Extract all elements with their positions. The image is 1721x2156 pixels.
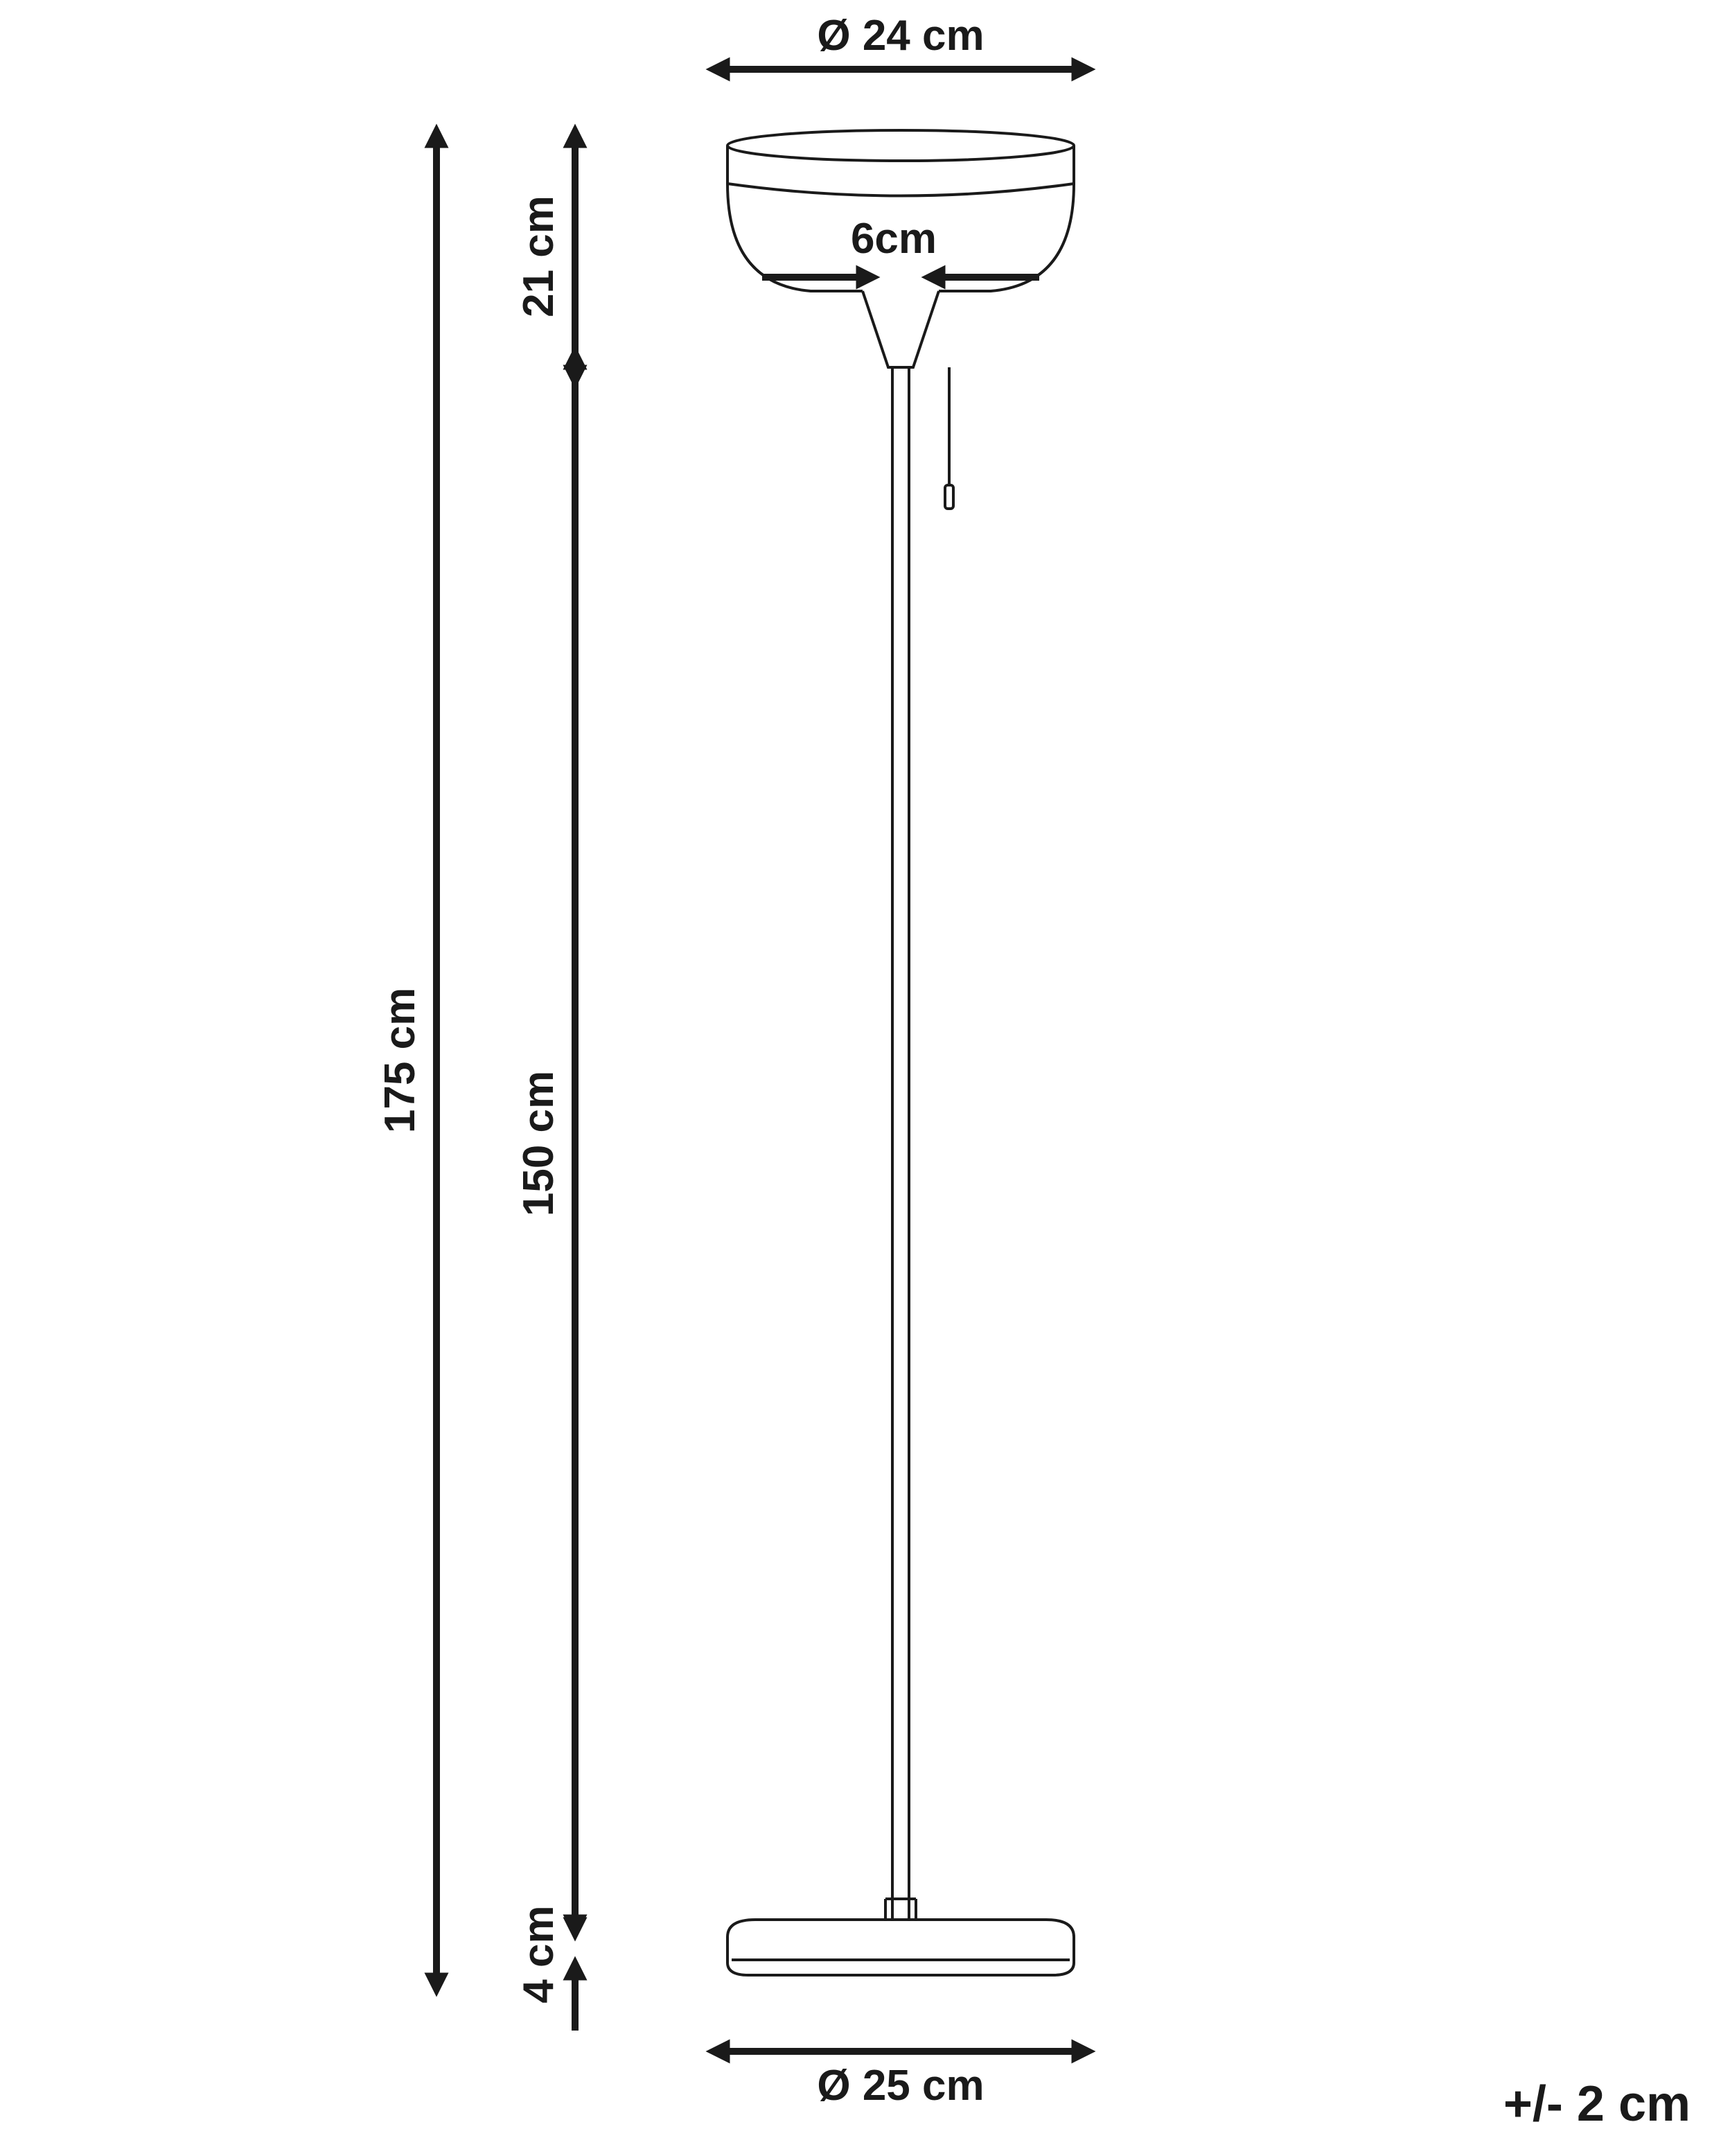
label-base-height: 4 cm	[515, 1905, 563, 2003]
label-base-diameter: Ø 25 cm	[817, 2062, 984, 2110]
label-shade-height: 21 cm	[515, 195, 563, 317]
label-pole-height: 150 cm	[515, 1071, 563, 1216]
lamp-dimension-diagram: Ø 24 cm 6cm 175 cm 21 cm 150 cm 4 cm Ø 25 cm +/…	[0, 0, 1721, 2153]
label-shade-diameter: Ø 24 cm	[817, 12, 984, 60]
label-stem-diameter: 6cm	[851, 215, 937, 263]
label-total-height: 175 cm	[376, 988, 424, 1133]
label-tolerance: +/- 2 cm	[1503, 2076, 1691, 2132]
